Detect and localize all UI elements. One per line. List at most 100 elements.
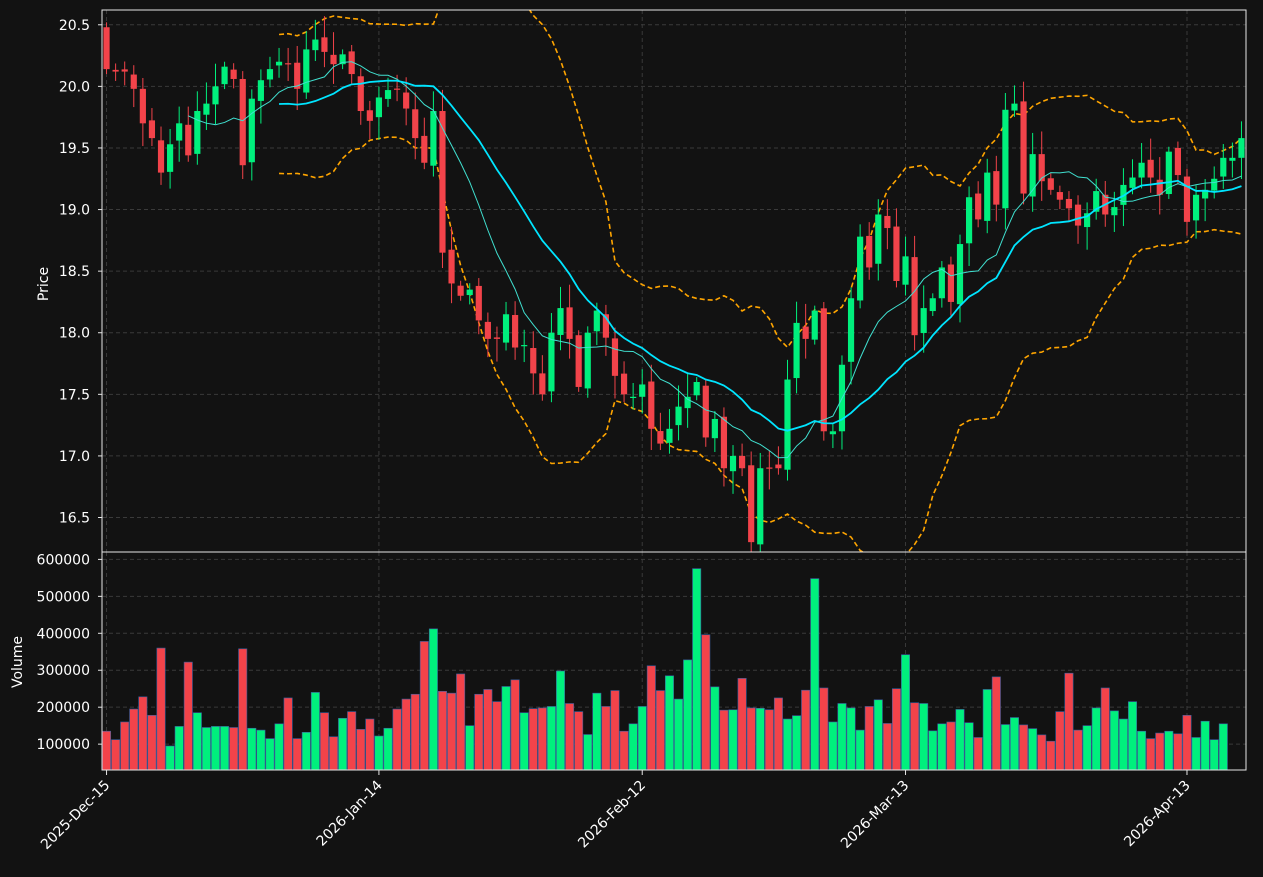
volume-bar [1200, 720, 1210, 771]
volume-bar [1037, 734, 1047, 771]
candle-body [866, 235, 873, 268]
candle-body [139, 88, 146, 124]
volume-bar [710, 686, 720, 771]
volume-bar [329, 736, 339, 771]
price-tick-label: 17.5 [59, 387, 90, 403]
volume-bar [964, 722, 974, 771]
volume-bar [1000, 724, 1010, 771]
volume-bar [265, 738, 275, 771]
volume-bar [655, 690, 665, 771]
candle-body [321, 37, 328, 52]
candle-body [185, 124, 192, 156]
price-tick-label: 18.5 [59, 264, 90, 280]
volume-bar [1209, 739, 1219, 771]
candle-body [1002, 109, 1009, 209]
volume-bar [637, 706, 647, 771]
volume-bar [1091, 707, 1101, 771]
candle-body [675, 406, 682, 426]
candle-body [911, 257, 918, 336]
candle-body [530, 348, 537, 374]
volume-bar [510, 679, 520, 771]
volume-bar [701, 634, 711, 771]
volume-bar [301, 732, 311, 771]
volume-bar [229, 727, 239, 771]
volume-bar [1218, 723, 1228, 771]
candle-body [1011, 103, 1018, 111]
candle-body [757, 468, 764, 545]
volume-bar [1100, 687, 1110, 771]
volume-bar [973, 737, 983, 771]
candle-body [956, 244, 964, 305]
volume-bar [1191, 737, 1201, 771]
volume-bar [674, 698, 684, 771]
volume-panel-frame [101, 551, 1247, 771]
candle-body [1211, 178, 1218, 191]
volume-bar [201, 727, 211, 771]
candle-body [512, 314, 519, 348]
candle-body [657, 431, 664, 444]
volume-bar [1046, 740, 1056, 771]
volume-bar [338, 717, 348, 771]
candle-body [938, 267, 945, 299]
candle-body [548, 332, 555, 392]
price-tick-label: 20.5 [59, 18, 90, 34]
volume-bar [183, 661, 193, 771]
candle-body [466, 289, 473, 296]
candle-body [1093, 191, 1100, 212]
candle-body [1038, 154, 1045, 182]
candle-body [1084, 213, 1091, 228]
volume-bar [102, 730, 112, 771]
volume-bar [483, 689, 493, 771]
candle-body [829, 431, 836, 435]
candle-body [212, 86, 219, 105]
volume-tick-label: 500000 [37, 589, 90, 605]
volume-axis-label: Volume [10, 636, 26, 688]
volume-bar [1137, 730, 1147, 771]
candle-body [266, 69, 274, 80]
candle-body [884, 215, 891, 229]
volume-bar [1146, 738, 1156, 771]
volume-bar [792, 715, 802, 771]
candle-body [167, 144, 174, 172]
price-tick-label: 19.0 [59, 203, 90, 219]
volume-bar [310, 692, 320, 771]
candle-body [947, 264, 955, 302]
volume-bar [583, 734, 593, 771]
candle-body [920, 308, 927, 333]
candle-body [493, 337, 501, 339]
candle-body [602, 314, 609, 338]
volume-bar [891, 688, 901, 771]
volume-bar [928, 730, 938, 771]
volume-tick-label: 100000 [37, 737, 90, 753]
candle-body [1020, 101, 1027, 194]
candle-body [630, 396, 637, 398]
volume-bar [801, 689, 811, 771]
volume-bar [147, 715, 157, 771]
candle-body [157, 140, 165, 173]
candle-body [1147, 159, 1154, 178]
candle-body [239, 78, 246, 166]
candle-body [303, 49, 310, 93]
candle-body [448, 249, 455, 284]
candle-body [1183, 176, 1191, 222]
volume-tick-label: 400000 [37, 626, 90, 642]
candle-body [739, 455, 746, 469]
volume-bar [1019, 724, 1029, 771]
candle-body [130, 74, 137, 89]
candle-body [720, 416, 728, 469]
candle-body [275, 61, 283, 66]
price-tick-label: 19.5 [59, 141, 90, 157]
moving-average-layer [188, 61, 1242, 459]
candle-body [257, 80, 264, 101]
volume-bar [192, 712, 202, 771]
candle-body [1192, 194, 1200, 221]
volume-bar [982, 689, 992, 771]
candle-body [620, 373, 628, 395]
candle-body [484, 321, 491, 339]
candle-body [929, 298, 936, 312]
candle-body [502, 314, 510, 343]
volume-bar [646, 665, 656, 771]
candle-body [893, 226, 900, 281]
candles-layer [103, 16, 1245, 552]
